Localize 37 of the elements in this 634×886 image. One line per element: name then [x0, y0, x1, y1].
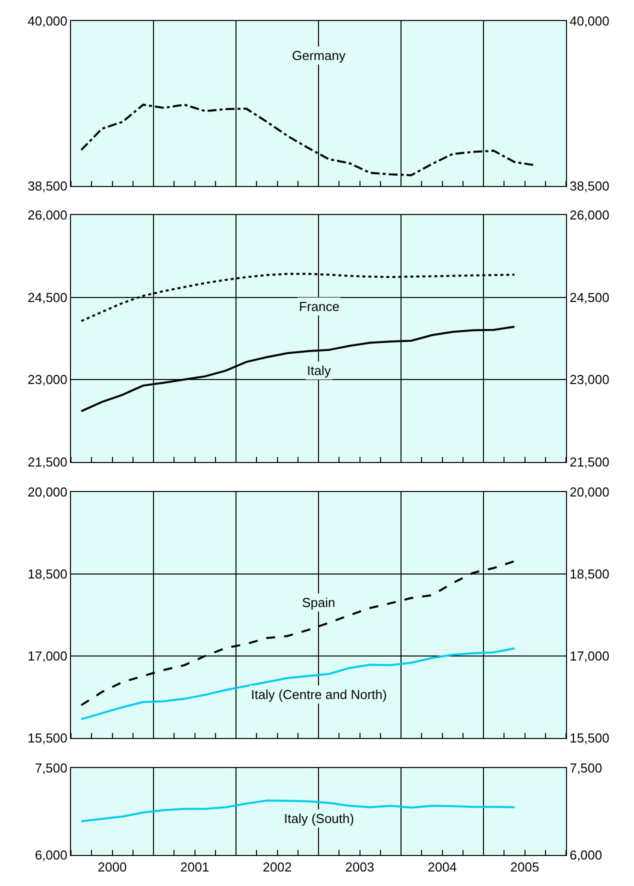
series-label: Spain — [302, 595, 336, 610]
y-tick-label: 17,000 — [28, 648, 68, 664]
y2-tick-label: 23,000 — [570, 372, 610, 388]
y-tick-label: 40,000 — [28, 14, 68, 29]
y2-tick-label: 20,000 — [570, 484, 610, 500]
y2-tick-label: 15,500 — [570, 730, 610, 746]
y-tick-label: 6,000 — [34, 848, 68, 863]
y2-tick-label: 7,500 — [570, 760, 602, 776]
y-tick-label: 15,500 — [28, 730, 68, 746]
y-tick-label: 26,000 — [28, 208, 68, 223]
x-tick-label: 2002 — [262, 860, 292, 875]
y2-tick-label: 38,500 — [570, 178, 610, 194]
y-tick-label: 18,500 — [28, 566, 68, 582]
x-tick-label: 2000 — [98, 860, 127, 875]
y2-tick-label: 21,500 — [570, 454, 610, 470]
series-label: Italy (Centre and North) — [251, 687, 387, 702]
text: Germany — [292, 48, 346, 63]
series-label: Italy (South) — [284, 811, 354, 826]
y-tick-label: 7,500 — [34, 760, 68, 776]
y-tick-label: 38,500 — [28, 178, 68, 194]
series-label: France — [299, 299, 340, 314]
series-label: Italy — [307, 363, 332, 378]
x-tick-label: 2001 — [180, 860, 210, 875]
y-tick-label: 20,000 — [28, 484, 68, 500]
y-tick-label: 24,500 — [28, 290, 68, 305]
y2-tick-label: 18,500 — [570, 566, 610, 582]
x-tick-label: 2005 — [510, 860, 540, 875]
y-tick-label: 23,000 — [28, 372, 68, 388]
y2-tick-label: 26,000 — [570, 208, 610, 223]
y2-tick-label: 40,000 — [570, 14, 610, 29]
x-tick-label: 2004 — [428, 860, 457, 875]
y-tick-label: 21,500 — [28, 454, 68, 470]
line-series — [80, 647, 516, 720]
y2-tick-label: 17,000 — [570, 648, 610, 664]
y2-tick-label: 24,500 — [570, 290, 610, 305]
y2-tick-label: 6,000 — [570, 848, 602, 863]
x-tick-label: 2003 — [345, 860, 374, 875]
